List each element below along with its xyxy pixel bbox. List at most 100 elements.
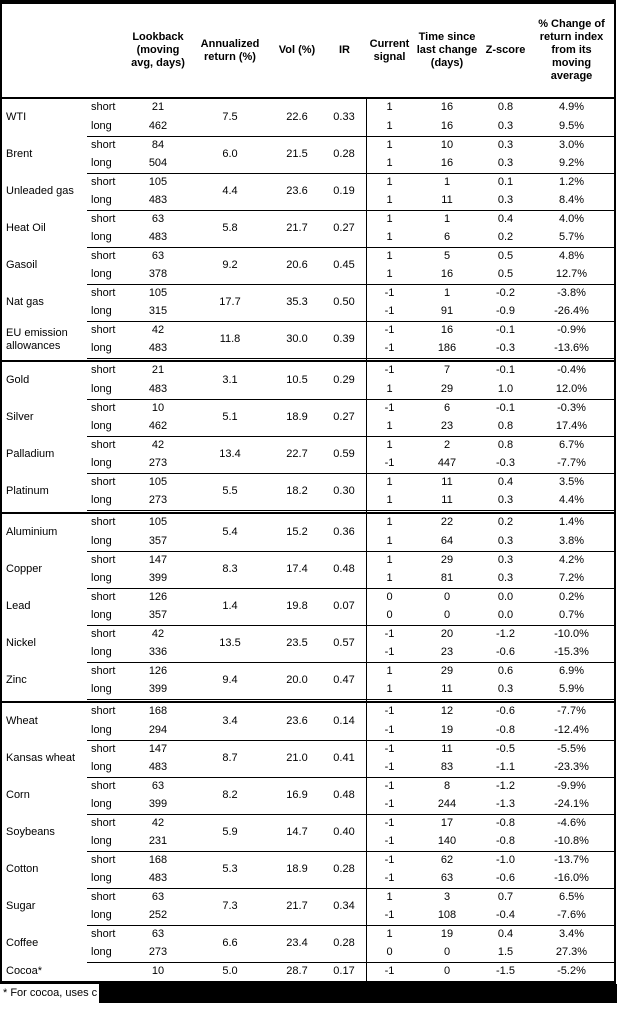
commodity-name: Platinum (6, 485, 49, 498)
current-signal-value: -1 (384, 871, 395, 884)
current-signal-value: 1 (386, 493, 393, 506)
table-row: long 462 1 23 0.8 17.4% (2, 418, 614, 437)
side-label: short (87, 284, 128, 303)
side-label: short (87, 321, 128, 340)
pct-change-value: 1.4% (558, 516, 585, 529)
annualized-return-value: 5.3 (188, 851, 272, 888)
annualized-return-value: 4.4 (188, 173, 272, 210)
time-since-value: 63 (440, 871, 454, 884)
lookback-value: 315 (148, 304, 168, 317)
table-row: long 273 1 11 0.3 4.4% (2, 492, 614, 511)
side-label: short (87, 136, 128, 155)
zscore-value: -1.1 (496, 760, 515, 773)
table-row: Brent short 84 6.0 21.5 0.28 1 10 0.3 3.0% (2, 136, 614, 173)
zscore-value: 1.0 (497, 382, 514, 395)
pct-change-value: -4.6% (529, 814, 614, 833)
time-since-value: 3 (412, 888, 482, 907)
pct-change-value: -10.8% (554, 834, 589, 847)
time-since-value: 83 (440, 760, 454, 773)
pct-change-value: -24.1% (554, 797, 589, 810)
current-signal-value: 1 (386, 516, 393, 529)
lookback-value: 483 (148, 193, 168, 206)
current-signal-value: 1 (386, 101, 393, 114)
current-signal-value: -1 (367, 777, 412, 796)
pct-change-value: 12.7% (555, 267, 588, 280)
annualized-return-value: 5.9 (188, 814, 272, 851)
table-row: long 315 -1 91 -0.9 -26.4% (2, 303, 614, 322)
pct-change-value: 4.4% (558, 493, 585, 506)
header-pct-change: % Change of return index from its moving… (529, 4, 614, 99)
header-zscore: Z-score (482, 4, 529, 99)
ir-value: 0.36 (322, 514, 367, 551)
commodity-name: Gasoil (6, 259, 38, 272)
side-label: short (91, 705, 116, 718)
side-label: short (87, 210, 128, 229)
time-since-value: 20 (412, 625, 482, 644)
time-since-value: 23 (440, 645, 454, 658)
ir-value: 0.30 (322, 473, 367, 510)
lookback-value: 63 (128, 777, 188, 796)
section-divider (2, 699, 614, 703)
table-row: long 483 1 6 0.2 5.7% (2, 229, 614, 248)
side-label: long (91, 871, 112, 884)
ir-value: 0.34 (322, 888, 367, 925)
ir-value: 0.47 (322, 662, 367, 699)
table-row: Nat gas short 105 17.7 35.3 0.50 -1 1 -0.2 -3.8% (2, 284, 614, 321)
lookback-value: 378 (148, 267, 168, 280)
table-row: long 231 -1 140 -0.8 -10.8% (2, 833, 614, 852)
pct-change-value: -12.4% (554, 723, 589, 736)
side-label: long (91, 723, 112, 736)
lookback-value: 42 (128, 436, 188, 455)
current-signal-value: 1 (386, 382, 393, 395)
zscore-value: 0.0 (497, 608, 514, 621)
table-row: long 252 -1 108 -0.4 -7.6% (2, 907, 614, 926)
pct-change-value: 3.4% (529, 925, 614, 944)
lookback-value: 357 (148, 534, 168, 547)
pct-change-value: -7.6% (557, 908, 586, 921)
pct-change-value: -7.7% (557, 705, 586, 718)
ir-value: 0.50 (322, 284, 367, 321)
current-signal-value: 1 (367, 247, 412, 266)
lookback-value: 147 (128, 740, 188, 759)
current-signal-value: -1 (384, 304, 395, 317)
time-since-value: 19 (412, 925, 482, 944)
current-signal-value: 1 (386, 267, 393, 280)
pct-change-value: 4.2% (529, 551, 614, 570)
vol-value: 16.9 (272, 777, 322, 814)
zscore-value: 0.2 (497, 516, 514, 529)
current-signal-value: 1 (386, 571, 393, 584)
side-label: long (91, 608, 112, 621)
section-divider-segment (87, 358, 367, 362)
ir-value: 0.27 (322, 210, 367, 247)
time-since-value: 29 (412, 551, 482, 570)
section-divider-segment (367, 510, 614, 514)
pct-change-value: 6.9% (529, 662, 614, 681)
time-since-value: 7 (443, 364, 451, 377)
annualized-return-value: 17.7 (188, 284, 272, 321)
pct-change-value: -0.9% (529, 321, 614, 340)
table-row: Zinc short 126 9.4 20.0 0.47 1 29 0.6 6.9% (2, 662, 614, 699)
lookback-value: 105 (148, 516, 168, 529)
current-signal-value: 1 (386, 156, 393, 169)
time-since-value: 16 (412, 321, 482, 340)
ir-value: 0.48 (322, 551, 367, 588)
ir-value: 0.39 (322, 321, 367, 358)
vol-value: 17.4 (272, 551, 322, 588)
ir-value: 0.17 (322, 962, 367, 981)
vol-value: 21.7 (272, 888, 322, 925)
pct-change-value: 8.4% (558, 193, 585, 206)
commodity-name: Unleaded gas (6, 185, 74, 198)
current-signal-value: 1 (367, 925, 412, 944)
vol-value: 28.7 (272, 962, 322, 981)
time-since-value: 6 (412, 399, 482, 418)
ir-value: 0.27 (322, 399, 367, 436)
vol-value: 19.8 (272, 588, 322, 625)
time-since-value: 29 (412, 662, 482, 681)
current-signal-value: -1 (367, 625, 412, 644)
lookback-value: 42 (128, 321, 188, 340)
annualized-return-value: 3.4 (222, 714, 238, 727)
pct-change-value: 6.5% (529, 888, 614, 907)
lookback-value: 63 (128, 888, 188, 907)
table-row: Cocoa* 10 5.0 28.7 0.17 -1 0 -1.5 -5.2% (2, 962, 614, 981)
